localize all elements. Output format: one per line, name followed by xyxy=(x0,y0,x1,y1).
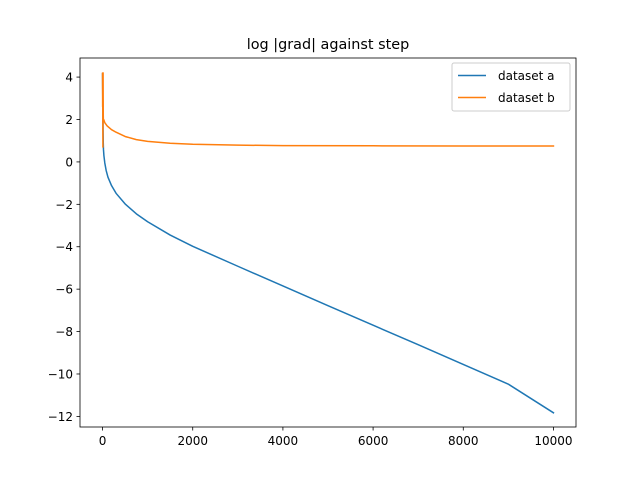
legend-label: dataset a xyxy=(498,69,555,83)
x-tick-label: 10000 xyxy=(534,434,572,448)
y-tick-label: −10 xyxy=(48,367,73,381)
chart-title: log |grad| against step xyxy=(247,37,410,53)
y-tick-label: 0 xyxy=(65,155,73,169)
y-tick-label: −2 xyxy=(55,198,73,212)
x-axis-ticks: 0 2000 4000 6000 8000 10000 xyxy=(99,427,573,448)
x-tick-label: 4000 xyxy=(268,434,299,448)
y-tick-label: −8 xyxy=(55,325,73,339)
y-tick-label: −6 xyxy=(55,283,73,297)
series-line-dataset-b xyxy=(101,72,555,148)
y-tick-label: 4 xyxy=(65,71,73,85)
y-tick-label: 2 xyxy=(65,113,73,127)
y-tick-label: −4 xyxy=(55,240,73,254)
plot-lines xyxy=(101,72,555,414)
legend: dataset a dataset b xyxy=(451,62,571,112)
x-tick-label: 2000 xyxy=(177,434,208,448)
y-axis-ticks: 4 2 0 −2 −4 −6 −8 −10 −12 xyxy=(48,71,80,424)
y-tick-label: −12 xyxy=(48,410,73,424)
x-tick-label: 0 xyxy=(99,434,107,448)
x-tick-label: 8000 xyxy=(448,434,479,448)
plot-area-frame xyxy=(79,57,577,428)
x-tick-label: 6000 xyxy=(358,434,389,448)
legend-label: dataset b xyxy=(498,91,555,105)
